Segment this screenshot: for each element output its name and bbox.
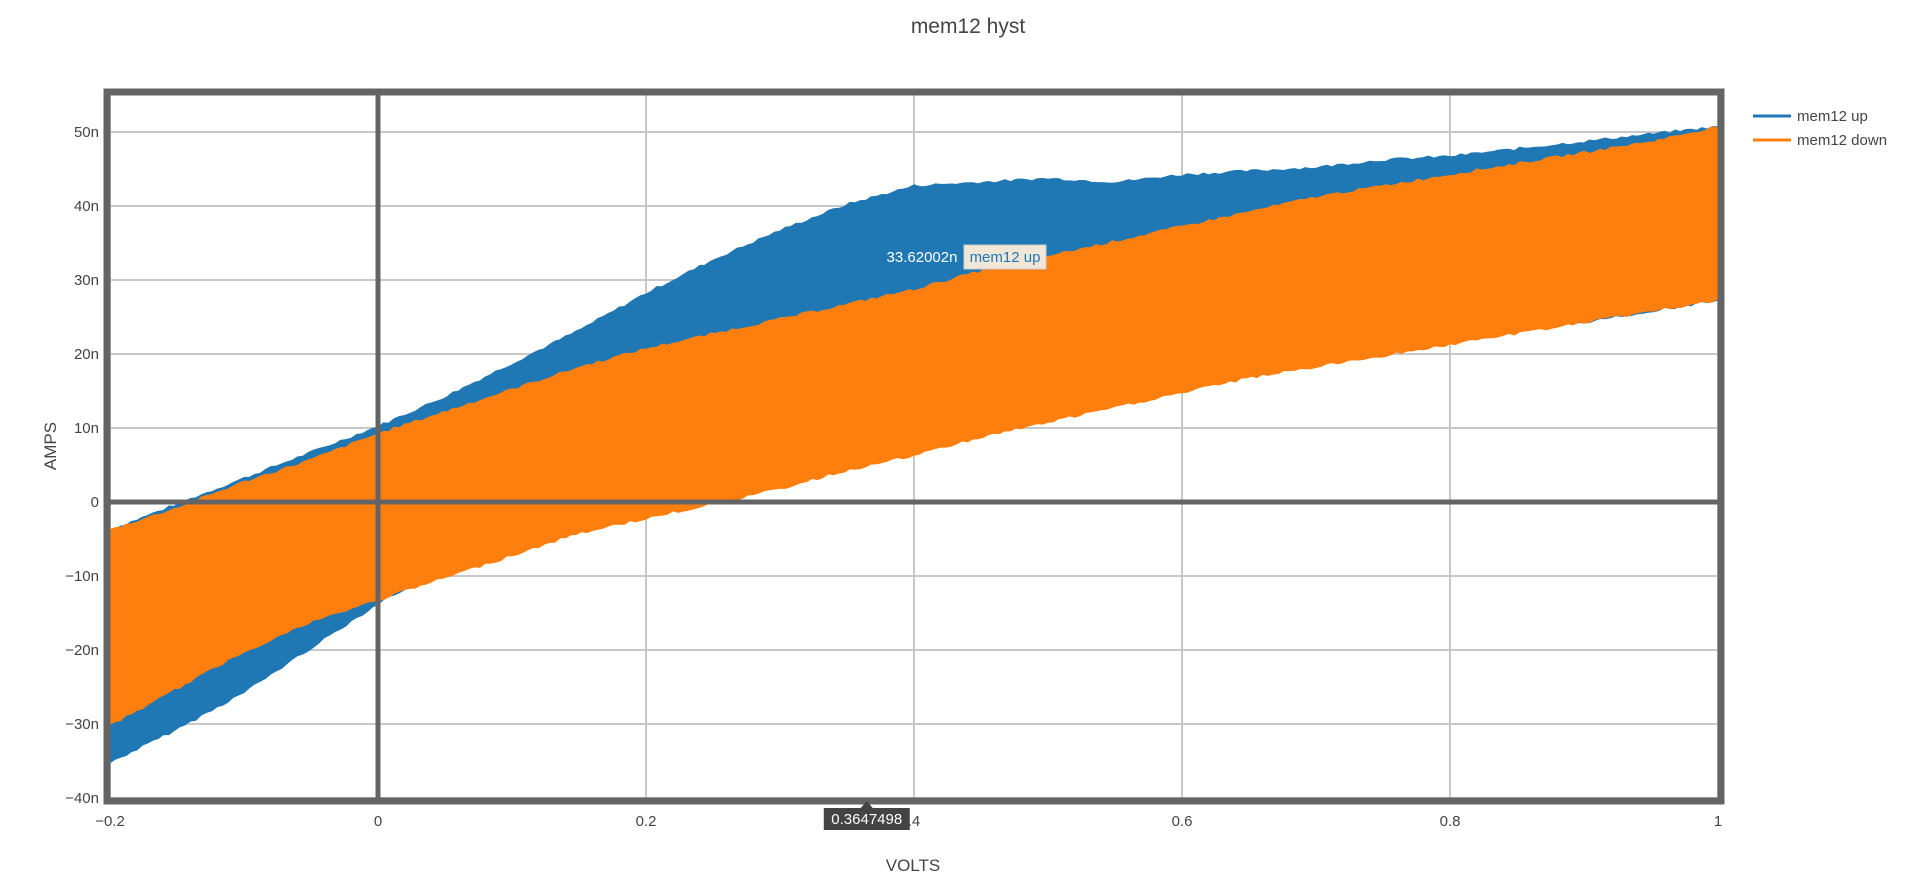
y-tick-label: 50n <box>74 124 99 141</box>
plot-frame <box>103 88 1725 805</box>
x-tick-label: 0.8 <box>1440 813 1461 830</box>
x-tick-label: 0 <box>374 813 382 830</box>
y-axis-title: AMPS <box>41 422 60 470</box>
chart-title: mem12 hyst <box>911 15 1026 38</box>
legend-item-label: mem12 down <box>1797 132 1887 149</box>
y-tick-label: 10n <box>74 420 99 437</box>
y-hover-name-box <box>963 244 1047 270</box>
y-hover-pointer <box>872 246 880 268</box>
x-axis-title: VOLTS <box>886 856 940 875</box>
legend-item-label: mem12 up <box>1797 108 1868 125</box>
x-tick-label: −0.2 <box>95 813 125 830</box>
x-axis-ticks: −0.2 0 0.2 .4 0.6 0.8 1 <box>95 813 1722 830</box>
y-tick-label: −30n <box>65 716 99 733</box>
legend: mem12 up mem12 down <box>1753 108 1887 149</box>
x-tick-label: 0.6 <box>1172 813 1193 830</box>
x-tick-label: 0.2 <box>636 813 657 830</box>
hover-labels: 0.3647498 33.62002n mem12 up <box>823 244 1047 830</box>
y-hover-value-box <box>880 245 964 269</box>
y-hover-series-name: mem12 up <box>970 249 1041 266</box>
y-tick-label: 20n <box>74 346 99 363</box>
y-axis-ticks: −40n −30n −20n −10n 0 10n 20n 30n 40n 50n <box>65 124 99 807</box>
y-tick-label: −40n <box>65 790 99 807</box>
zero-lines <box>110 95 1718 798</box>
y-tick-label: 40n <box>74 198 99 215</box>
x-hover-box <box>823 808 910 830</box>
y-tick-label: −20n <box>65 642 99 659</box>
x-tick-label: .4 <box>908 813 921 830</box>
y-tick-label: 30n <box>74 272 99 289</box>
x-tick-label: 1 <box>1714 813 1722 830</box>
x-hover-value: 0.3647498 <box>831 811 902 828</box>
x-hover-pointer <box>860 801 873 808</box>
y-hover-value: 33.62002n <box>887 249 958 266</box>
y-tick-label: 0 <box>91 494 99 511</box>
y-tick-label: −10n <box>65 568 99 585</box>
